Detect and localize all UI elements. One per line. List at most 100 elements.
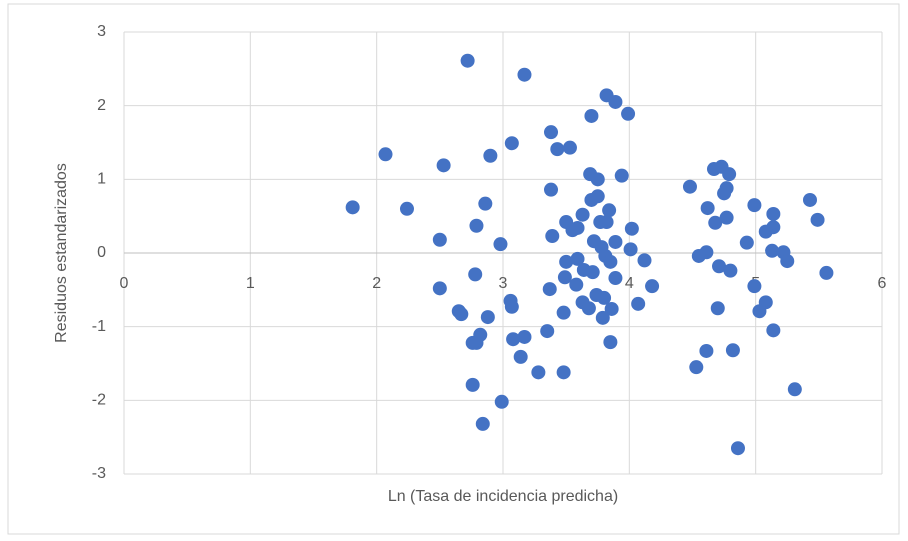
point <box>599 215 614 230</box>
point <box>460 53 475 68</box>
point <box>570 251 585 266</box>
point <box>542 282 557 297</box>
x-tick-label: 0 <box>120 275 129 292</box>
point <box>544 182 559 197</box>
point <box>802 192 817 207</box>
point <box>517 329 532 344</box>
point <box>469 218 484 233</box>
point <box>608 271 623 286</box>
point <box>604 301 619 316</box>
point <box>569 277 584 292</box>
point <box>590 189 605 204</box>
point <box>603 335 618 350</box>
point <box>758 224 773 239</box>
point <box>719 210 734 225</box>
point <box>506 332 521 347</box>
point <box>621 106 636 121</box>
point <box>556 365 571 380</box>
point <box>708 215 723 230</box>
point <box>810 212 825 227</box>
point <box>562 140 577 155</box>
point <box>747 198 762 213</box>
point <box>614 168 629 183</box>
point <box>602 203 617 218</box>
point <box>739 235 754 250</box>
point <box>631 296 646 311</box>
point <box>700 201 715 216</box>
y-tick-label: 2 <box>97 97 106 114</box>
point <box>483 148 498 163</box>
x-tick-label: 2 <box>372 275 381 292</box>
y-tick-label: 3 <box>97 23 106 40</box>
point <box>645 279 660 294</box>
y-tick-label: -1 <box>92 318 106 335</box>
y-tick-label: 0 <box>97 244 106 261</box>
point <box>819 265 834 280</box>
point <box>559 254 574 269</box>
point <box>765 243 780 258</box>
point <box>475 416 490 431</box>
point <box>787 382 802 397</box>
point <box>710 301 725 316</box>
point <box>608 234 623 249</box>
point <box>637 253 652 268</box>
point <box>480 310 495 325</box>
point <box>556 305 571 320</box>
point <box>465 335 480 350</box>
point <box>513 349 528 364</box>
point <box>575 207 590 222</box>
point <box>699 343 714 358</box>
y-tick-label: -3 <box>92 465 106 482</box>
point <box>712 259 727 274</box>
y-tick-label: -2 <box>92 392 106 409</box>
point <box>478 196 493 211</box>
point <box>584 108 599 123</box>
point <box>565 223 580 238</box>
x-axis-title: Ln (Tasa de incidencia predicha) <box>388 488 618 505</box>
point <box>345 200 360 215</box>
point <box>531 365 546 380</box>
point <box>544 125 559 140</box>
point <box>766 323 781 338</box>
x-tick-label: 3 <box>499 275 508 292</box>
x-tick-label: 1 <box>246 275 255 292</box>
point <box>608 94 623 109</box>
point <box>581 301 596 316</box>
point <box>689 360 704 375</box>
point <box>706 162 721 177</box>
point <box>730 441 745 456</box>
y-axis-title: Residuos estandarizados <box>53 163 70 343</box>
point <box>717 186 732 201</box>
point <box>540 324 555 339</box>
point <box>399 201 414 216</box>
point <box>682 179 697 194</box>
point <box>691 248 706 263</box>
point <box>752 304 767 319</box>
point <box>436 158 451 173</box>
point <box>517 67 532 82</box>
point <box>624 221 639 236</box>
point <box>585 265 600 280</box>
point <box>557 270 572 285</box>
y-tick-label: 1 <box>97 171 106 188</box>
point <box>493 237 508 252</box>
x-tick-label: 6 <box>878 275 887 292</box>
point <box>725 343 740 358</box>
point <box>432 281 447 296</box>
point <box>766 206 781 221</box>
point <box>465 377 480 392</box>
point <box>550 142 565 157</box>
point <box>454 307 469 322</box>
point <box>623 242 638 257</box>
point <box>723 263 738 278</box>
point <box>595 310 610 325</box>
point <box>545 229 560 244</box>
x-tick-label: 4 <box>625 275 634 292</box>
point <box>468 267 483 282</box>
point <box>504 136 519 151</box>
point <box>747 279 762 294</box>
point <box>432 232 447 247</box>
chart-border <box>7 3 900 535</box>
point <box>722 167 737 182</box>
